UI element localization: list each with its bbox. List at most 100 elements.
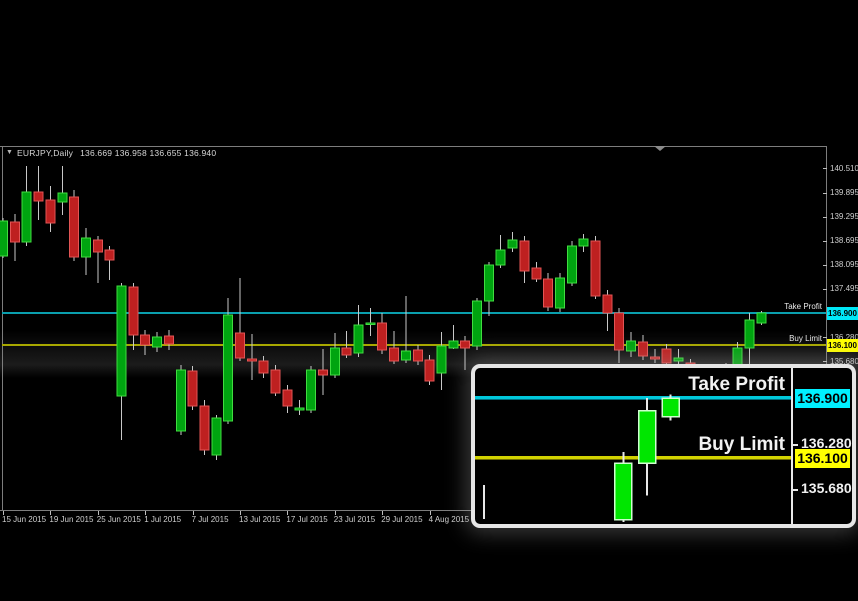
candle-15 bbox=[175, 365, 186, 435]
candle-12 bbox=[140, 329, 151, 355]
date-tick bbox=[382, 511, 384, 515]
inset-buy-limit-label: Buy Limit bbox=[698, 434, 785, 455]
candle-29 bbox=[341, 331, 352, 358]
candle-21 bbox=[246, 333, 257, 380]
candle-4 bbox=[45, 185, 56, 232]
price-tick bbox=[823, 264, 827, 266]
price-tick bbox=[823, 288, 827, 290]
date-tick bbox=[145, 511, 147, 515]
inset-axis-divider bbox=[791, 368, 793, 524]
candle-56 bbox=[661, 343, 672, 366]
candle-10 bbox=[116, 283, 127, 440]
price-label: 135.680 bbox=[830, 356, 858, 366]
chart-symbol-period: EURJPY,Daily bbox=[17, 148, 74, 158]
zoom-inset-panel: Take Profit 136.900 Buy Limit 136.100 136.28… bbox=[471, 364, 856, 528]
price-label: 136.280 bbox=[830, 332, 858, 342]
price-axis-line[interactable] bbox=[826, 146, 827, 510]
price-label: 139.295 bbox=[830, 212, 858, 222]
price-label: 138.095 bbox=[830, 260, 858, 270]
candle-17 bbox=[199, 399, 210, 455]
candle-28 bbox=[329, 333, 340, 378]
candle-27 bbox=[317, 349, 328, 395]
date-label: 7 Jul 2015 bbox=[191, 515, 229, 524]
candle-26 bbox=[306, 365, 317, 413]
date-label: 19 Jun 2015 bbox=[49, 515, 94, 524]
candle-47 bbox=[554, 273, 565, 312]
time-axis-line[interactable] bbox=[0, 510, 826, 511]
date-label: 23 Jul 2015 bbox=[333, 515, 376, 524]
candle-22 bbox=[258, 355, 269, 378]
date-label: 13 Jul 2015 bbox=[239, 515, 281, 524]
price-label: 138.695 bbox=[830, 236, 858, 246]
inset-buy-limit-badge: 136.100 bbox=[795, 448, 850, 468]
candle-18 bbox=[211, 415, 222, 460]
candle-41 bbox=[483, 261, 494, 316]
candle-9 bbox=[104, 245, 115, 280]
candle-48 bbox=[566, 241, 577, 286]
candle-49 bbox=[578, 233, 589, 252]
date-tick bbox=[97, 511, 99, 515]
chart-frame-left bbox=[2, 146, 3, 510]
price-tick bbox=[823, 240, 827, 242]
candles-layer[interactable] bbox=[0, 146, 826, 510]
chart-frame-top bbox=[0, 146, 826, 147]
inset-take-profit-line bbox=[475, 396, 791, 400]
inset-take-profit-badge: 136.900 bbox=[795, 388, 850, 408]
price-axis[interactable]: 140.510 139.895 139.295 138.695 138.095 137.4… bbox=[823, 146, 858, 510]
candle-34 bbox=[400, 295, 411, 363]
take-profit-line[interactable] bbox=[2, 312, 826, 314]
price-label: 140.510 bbox=[830, 163, 858, 173]
candle-11 bbox=[128, 283, 139, 350]
candle-6 bbox=[69, 189, 80, 261]
price-tick bbox=[823, 192, 827, 194]
candle-32 bbox=[377, 313, 388, 354]
inset-price-label: 135.680 bbox=[801, 479, 852, 496]
price-label: 139.895 bbox=[830, 188, 858, 198]
date-label: 17 Jul 2015 bbox=[286, 515, 328, 524]
date-label: 25 Jun 2015 bbox=[96, 515, 141, 524]
candle-13 bbox=[152, 331, 162, 352]
candle-19 bbox=[223, 297, 234, 424]
candle-3 bbox=[33, 165, 44, 220]
buy-limit-line[interactable] bbox=[2, 344, 826, 346]
candle-14 bbox=[163, 329, 174, 350]
candle-7 bbox=[81, 227, 91, 275]
candle-30 bbox=[353, 305, 364, 357]
candle-64 bbox=[756, 311, 767, 325]
candle-5 bbox=[57, 165, 68, 215]
candle-35 bbox=[412, 345, 423, 365]
candle-45 bbox=[531, 261, 542, 282]
inset-price-tick bbox=[791, 443, 798, 446]
candle-42 bbox=[495, 235, 506, 268]
date-tick bbox=[240, 511, 241, 515]
chart-shift-marker-icon[interactable] bbox=[654, 146, 666, 151]
inset-price-tick bbox=[791, 488, 798, 491]
buy-limit-price-badge: 136.100 bbox=[827, 338, 858, 352]
take-profit-label: Take Profit bbox=[784, 302, 822, 311]
date-label: 1 Jul 2015 bbox=[144, 515, 182, 524]
price-tick bbox=[823, 361, 827, 363]
date-tick bbox=[287, 511, 289, 515]
time-axis[interactable]: 15 Jun 2015 19 Jun 2015 25 Jun 2015 1 Jul 2… bbox=[0, 510, 858, 530]
inset-candle-63 bbox=[637, 398, 657, 496]
candle-8 bbox=[92, 235, 103, 283]
candle-24 bbox=[282, 385, 293, 413]
candle-53 bbox=[626, 331, 636, 357]
date-tick bbox=[50, 511, 52, 515]
chart-dropdown-icon[interactable]: ▼ bbox=[6, 149, 13, 156]
take-profit-price-badge: 136.900 bbox=[827, 306, 858, 320]
buy-limit-label: Buy Limit bbox=[789, 334, 822, 343]
date-tick bbox=[334, 511, 336, 515]
date-label: 29 Jul 2015 bbox=[381, 515, 423, 524]
candle-54 bbox=[637, 335, 648, 360]
date-tick bbox=[429, 511, 431, 515]
chart-ohlc-readout: 136.669 136.958 136.655 136.940 bbox=[80, 148, 217, 158]
date-label: 15 Jun 2015 bbox=[2, 515, 47, 524]
candle-55 bbox=[649, 349, 660, 363]
candle-44 bbox=[519, 235, 530, 283]
inset-take-profit-label: Take Profit bbox=[688, 374, 785, 395]
date-label: 4 Aug 2015 bbox=[428, 515, 470, 524]
candle-31 bbox=[365, 307, 376, 336]
price-label: 137.495 bbox=[830, 284, 858, 294]
